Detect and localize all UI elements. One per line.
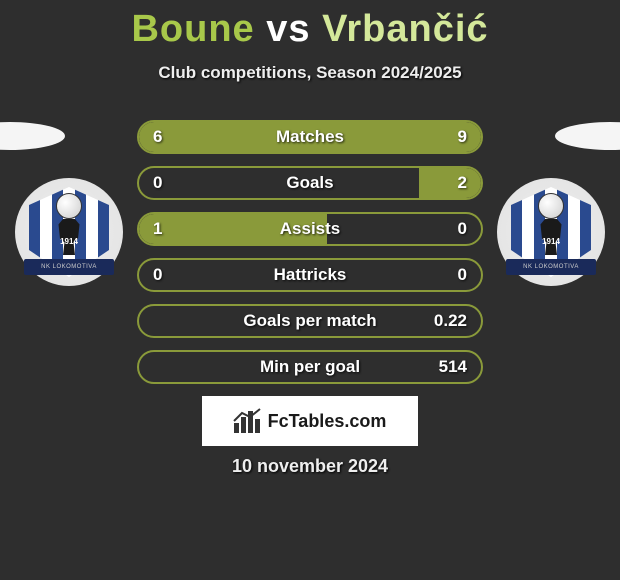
- stat-label: Min per goal: [260, 357, 360, 377]
- player1-avatar-placeholder: [0, 122, 65, 150]
- stat-row: 0 Goals 2: [137, 166, 483, 200]
- club-name: NK LOKOMOTIVA: [24, 259, 114, 275]
- date: 10 november 2024: [0, 456, 620, 477]
- stat-value-left: 0: [153, 173, 162, 193]
- stat-row: Min per goal 514: [137, 350, 483, 384]
- stat-value-right: 0.22: [434, 311, 467, 331]
- comparison-title: Boune vs Vrbančić: [0, 0, 620, 51]
- chart-icon: [234, 409, 262, 433]
- stat-label: Hattricks: [274, 265, 347, 285]
- stat-label: Goals per match: [243, 311, 376, 331]
- player2-club-logo: 1914 NK LOKOMOTIVA: [497, 178, 605, 286]
- club-year: 1914: [542, 237, 560, 246]
- stat-value-right: 514: [439, 357, 467, 377]
- club-year: 1914: [60, 237, 78, 246]
- stat-row: 6 Matches 9: [137, 120, 483, 154]
- stat-value-left: 1: [153, 219, 162, 239]
- subtitle: Club competitions, Season 2024/2025: [0, 63, 620, 83]
- stat-row: Goals per match 0.22: [137, 304, 483, 338]
- stat-value-left: 0: [153, 265, 162, 285]
- watermark-text: FcTables.com: [268, 411, 387, 432]
- stat-value-left: 6: [153, 127, 162, 147]
- stat-value-right: 9: [458, 127, 467, 147]
- player1-name: Boune: [131, 8, 254, 50]
- player2-avatar-placeholder: [555, 122, 620, 150]
- stat-value-right: 2: [458, 173, 467, 193]
- stat-row: 1 Assists 0: [137, 212, 483, 246]
- club-name: NK LOKOMOTIVA: [506, 259, 596, 275]
- player2-name: Vrbančić: [322, 8, 488, 50]
- stat-label: Goals: [286, 173, 333, 193]
- stat-value-right: 0: [458, 219, 467, 239]
- stats-container: 6 Matches 9 0 Goals 2 1 Assists 0 0 Hattricks 0 Goal…: [137, 120, 483, 396]
- watermark: FcTables.com: [202, 396, 418, 446]
- stat-label: Assists: [280, 219, 340, 239]
- stat-value-right: 0: [458, 265, 467, 285]
- ball-icon: [56, 193, 82, 219]
- stat-label: Matches: [276, 127, 344, 147]
- stat-fill-right: [419, 168, 481, 198]
- ball-icon: [538, 193, 564, 219]
- stat-row: 0 Hattricks 0: [137, 258, 483, 292]
- vs-text: vs: [266, 8, 310, 50]
- player1-club-logo: 1914 NK LOKOMOTIVA: [15, 178, 123, 286]
